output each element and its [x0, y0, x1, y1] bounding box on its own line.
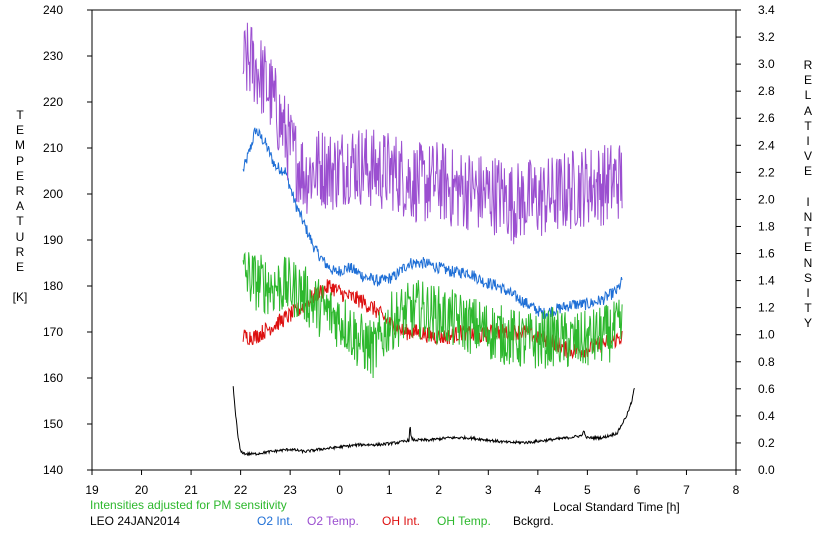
y-axis-right-letter: I [806, 134, 810, 149]
series-line [242, 251, 623, 379]
y-axis-left-letter: E [15, 260, 24, 275]
legend-oh-temp: OH Temp. [437, 514, 491, 528]
legend-o2-temp: O2 Temp. [307, 514, 359, 528]
y-right-tick-label: 0.2 [758, 436, 775, 450]
y-right-tick-label: 3.0 [758, 57, 775, 71]
legend-background: Bckgrd. [513, 514, 554, 528]
y-right-tick-label: 0.4 [758, 409, 775, 423]
y-right-tick-label: 2.6 [758, 111, 775, 125]
y-axis-right-letter: N [803, 210, 813, 225]
x-tick-label: 20 [135, 483, 149, 497]
y-right-tick-label: 3.2 [758, 30, 775, 44]
sensitivity-note: Intensities adjusted for PM sensitivity [90, 498, 287, 512]
station-date-label: LEO 24JAN2014 [90, 514, 181, 528]
x-tick-label: 5 [584, 483, 591, 497]
x-tick-label: 19 [85, 483, 99, 497]
y-left-tick-label: 140 [43, 463, 63, 477]
series-line [232, 386, 635, 457]
y-left-tick-label: 170 [43, 325, 63, 339]
x-tick-label: 7 [683, 483, 690, 497]
x-tick-label: 1 [386, 483, 393, 497]
y-right-tick-label: 1.6 [758, 247, 775, 261]
y-axis-right-letter [796, 180, 820, 195]
y-axis-left-letter: T [16, 108, 24, 122]
y-axis-left-letter: T [16, 214, 24, 229]
x-tick-label: 4 [535, 483, 542, 497]
y-left-tick-label: 180 [43, 279, 63, 293]
y-axis-right-letter: L [804, 88, 812, 103]
series-layer [232, 22, 635, 457]
y-axis-right-letter: Y [803, 316, 812, 331]
y-axis-left-letter: A [15, 199, 24, 214]
y-axis-left-letter: E [15, 168, 24, 183]
y-right-tick-label: 1.2 [758, 301, 775, 315]
y-left-tick-label: 230 [43, 49, 63, 63]
x-tick-label: 0 [336, 483, 343, 497]
series-line [242, 22, 623, 245]
y-axis-right-letter: E [803, 73, 812, 88]
y-left-tick-label: 240 [43, 3, 63, 17]
x-tick-label: 3 [485, 483, 492, 497]
y-axis-right-letter: E [803, 164, 812, 179]
y-right-tick-label: 1.8 [758, 219, 775, 233]
y-axis-left-letter: E [15, 123, 24, 138]
y-right-tick-label: 1.4 [758, 274, 775, 288]
x-tick-label: 6 [634, 483, 641, 497]
y-left-tick-label: 190 [43, 233, 63, 247]
y-axis-left-letter: [K] [12, 290, 28, 305]
y-right-tick-label: 0.0 [758, 463, 775, 477]
y-axis-right-letter: I [806, 286, 810, 301]
x-tick-label: 21 [184, 483, 198, 497]
y-axis-right-letter: I [806, 194, 810, 209]
y-right-tick-label: 2.4 [758, 138, 775, 152]
y-axis-left-letter: R [15, 244, 25, 259]
y-axis-left-letter [8, 275, 32, 290]
y-axis-right-letter: N [803, 255, 813, 270]
legend-o2-int: O2 Int. [257, 514, 294, 528]
series-line [242, 127, 623, 319]
y-axis-left-letter: R [15, 184, 25, 199]
y-axis-left-letter: U [15, 229, 25, 244]
axes-layer: 19 20 21 22 23 0 1 2 3 4 5 6 7 8140150160170180190200… [43, 3, 775, 497]
y-right-tick-label: 0.8 [758, 355, 775, 369]
x-tick-label: 23 [283, 483, 297, 497]
y-axis-right-letter: A [803, 103, 812, 118]
y-axis-right-letter: T [804, 301, 812, 316]
y-left-tick-label: 200 [43, 187, 63, 201]
y-left-tick-label: 160 [43, 371, 63, 385]
legend-oh-int: OH Int. [382, 514, 421, 528]
x-tick-label: 2 [435, 483, 442, 497]
y-left-tick-label: 210 [43, 141, 63, 155]
x-tick-label: 8 [733, 483, 740, 497]
y-right-tick-label: 3.4 [758, 3, 775, 17]
y-right-tick-label: 2.0 [758, 192, 775, 206]
y-axis-right-letter: V [803, 149, 812, 164]
y-right-tick-label: 0.6 [758, 382, 775, 396]
y-right-tick-label: 2.2 [758, 165, 775, 179]
y-right-tick-label: 1.0 [758, 328, 775, 342]
y-right-tick-label: 2.8 [758, 84, 775, 98]
y-axis-right-letter: E [803, 240, 812, 255]
y-left-tick-label: 150 [43, 417, 63, 431]
y-axis-left-letter: M [15, 138, 25, 153]
y-axis-right-letter: T [804, 118, 812, 133]
y-axis-right-letter: R [803, 58, 813, 72]
plot-frame [91, 9, 737, 471]
x-tick-label: 22 [234, 483, 248, 497]
y-axis-left-letter: P [15, 153, 24, 168]
xaxis-title: Local Standard Time [h] [553, 500, 680, 514]
y-left-tick-label: 220 [43, 95, 63, 109]
y-axis-right-letter: T [804, 225, 812, 240]
y-axis-right-letter: S [803, 270, 812, 285]
